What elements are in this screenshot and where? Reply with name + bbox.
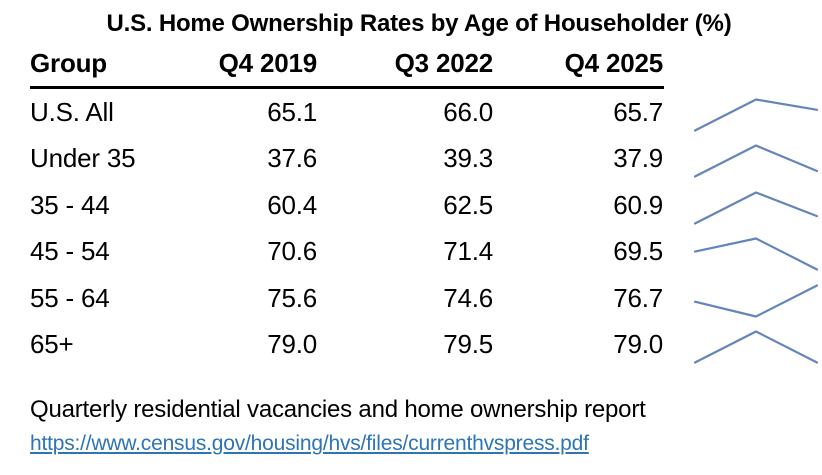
column-header-group: Group <box>30 48 107 78</box>
value-q3-2022: 62.5 <box>443 189 493 220</box>
group-label: 65+ <box>30 329 74 360</box>
value-q4-2019: 75.6 <box>267 282 317 313</box>
table-row: Under 35 37.6 39.3 37.9 <box>30 136 664 183</box>
table-row: 65+ 79.0 79.5 79.0 <box>30 322 664 369</box>
group-label: U.S. All <box>30 96 114 127</box>
value-q4-2019: 79.0 <box>267 329 317 360</box>
value-q3-2022: 79.5 <box>443 329 493 360</box>
group-label: 45 - 54 <box>30 236 110 267</box>
table-row: 55 - 64 75.6 74.6 76.7 <box>30 275 664 322</box>
table-header-row: Group Q4 2019 Q3 2022 Q4 2025 <box>30 48 664 89</box>
sparkline-row <box>690 184 822 231</box>
group-label: Under 35 <box>30 143 136 174</box>
value-q3-2022: 74.6 <box>443 282 493 313</box>
source-caption: Quarterly residential vacancies and home… <box>30 396 646 423</box>
value-q4-2019: 37.6 <box>267 143 317 174</box>
table-body: U.S. All 65.1 66.0 65.7 Under 35 37.6 39… <box>30 89 664 368</box>
group-label: 35 - 44 <box>30 189 110 220</box>
sparkline-row <box>690 277 822 324</box>
table-row: U.S. All 65.1 66.0 65.7 <box>30 89 664 136</box>
value-q4-2025: 76.7 <box>613 282 663 313</box>
column-header-q3-2022: Q3 2022 <box>394 48 494 78</box>
column-header-q4-2025: Q4 2025 <box>564 48 664 78</box>
sparkline-trend-icon <box>693 237 819 271</box>
value-q4-2025: 65.7 <box>613 96 663 127</box>
value-q4-2019: 60.4 <box>267 189 317 220</box>
sparkline-row <box>690 138 822 185</box>
column-header-q4-2019: Q4 2019 <box>218 48 318 78</box>
value-q3-2022: 66.0 <box>443 96 493 127</box>
source-link[interactable]: https://www.census.gov/housing/hvs/files… <box>30 432 589 455</box>
sparkline-trend-icon <box>693 284 819 318</box>
sparkline-row <box>690 91 822 138</box>
value-q4-2025: 60.9 <box>613 189 663 220</box>
value-q4-2025: 69.5 <box>613 236 663 267</box>
sparkline-row <box>690 231 822 278</box>
value-q4-2025: 37.9 <box>613 143 663 174</box>
group-label: 55 - 64 <box>30 282 110 313</box>
value-q4-2019: 70.6 <box>267 236 317 267</box>
table-area: Group Q4 2019 Q3 2022 Q4 2025 U.S. All 6… <box>30 48 822 370</box>
table-row: 35 - 44 60.4 62.5 60.9 <box>30 182 664 229</box>
value-q4-2019: 65.1 <box>267 96 317 127</box>
sparkline-row <box>690 324 822 371</box>
sparkline-trend-icon <box>693 98 819 132</box>
value-q4-2025: 79.0 <box>613 329 663 360</box>
sparkline-column <box>690 48 822 370</box>
table-row: 45 - 54 70.6 71.4 69.5 <box>30 229 664 276</box>
footer: Quarterly residential vacancies and home… <box>30 395 822 456</box>
page-title: U.S. Home Ownership Rates by Age of Hous… <box>106 10 732 37</box>
sparkline-trend-icon <box>693 330 819 364</box>
value-q3-2022: 71.4 <box>443 236 493 267</box>
value-q3-2022: 39.3 <box>443 143 493 174</box>
sparkline-trend-icon <box>693 191 819 225</box>
ownership-table: Group Q4 2019 Q3 2022 Q4 2025 U.S. All 6… <box>30 48 664 370</box>
sparkline-trend-icon <box>693 144 819 178</box>
